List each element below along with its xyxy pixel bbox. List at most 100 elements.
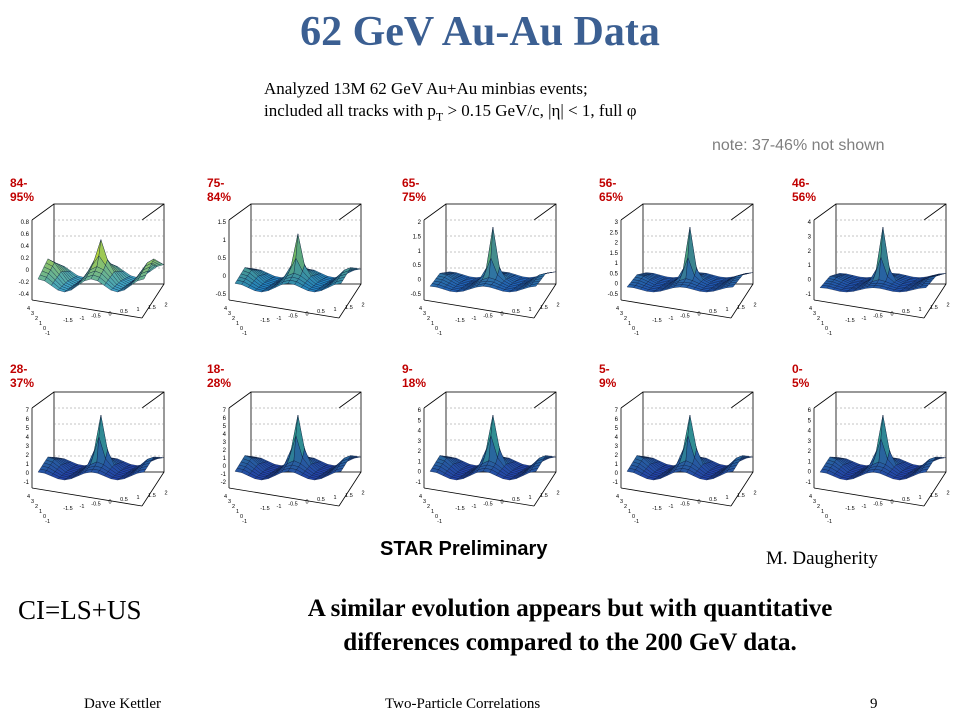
centrality-label: 65-75%: [402, 176, 427, 204]
phi-tick-label: 3: [31, 311, 34, 317]
eta-tick-label: 0: [500, 311, 503, 317]
phi-tick-label: 3: [813, 311, 816, 317]
eta-tick-label: -1.5: [260, 506, 269, 512]
eta-tick-label: -1: [472, 316, 477, 322]
eta-tick-label: 2: [164, 303, 167, 309]
eta-tick-label: -1: [80, 504, 85, 510]
phi-tick-label: 4: [27, 306, 30, 312]
eta-tick-label: 0.5: [120, 309, 128, 315]
z-tick-label: 2: [418, 449, 422, 455]
z-tick-label: 1: [26, 462, 30, 468]
surface-mesh: [429, 227, 556, 293]
phi-tick-label: -1: [634, 331, 639, 337]
eta-tick-label: -1: [80, 316, 85, 322]
z-tick-label: 0.4: [21, 244, 30, 250]
eta-tick-label: -0.5: [680, 314, 689, 320]
z-tick-label: 2: [615, 453, 619, 459]
centrality-label: 5-9%: [599, 362, 617, 390]
eta-tick-label: 0.5: [512, 497, 520, 503]
eta-tick-label: 0.5: [512, 309, 520, 315]
phi-tick-label: 3: [228, 311, 231, 317]
z-tick-label: 1: [223, 238, 227, 244]
z-tick-label: -1: [613, 480, 619, 486]
phi-tick-label: 1: [236, 321, 239, 327]
eta-tick-label: 1: [725, 307, 728, 313]
z-tick-label: 3: [418, 439, 422, 445]
note-text: note: 37-46% not shown: [712, 137, 885, 154]
z-tick-label: -0.4: [19, 292, 30, 298]
phi-tick-label: 4: [224, 494, 227, 500]
eta-tick-label: 2: [164, 491, 167, 497]
eta-tick-label: -1.5: [260, 318, 269, 324]
eta-tick-label: -1.5: [652, 506, 661, 512]
phi-tick-label: 0: [825, 514, 828, 520]
surface-mesh: [819, 227, 946, 293]
phi-tick-label: 0: [240, 326, 243, 332]
z-tick-label: 4: [808, 429, 812, 435]
z-tick-label: 3: [223, 440, 227, 446]
eta-tick-label: -0.5: [91, 502, 100, 508]
eta-tick-label: 2: [556, 303, 559, 309]
author-credit: M. Daugherity: [766, 548, 878, 569]
eta-tick-label: 0: [890, 499, 893, 505]
z-tick-label: 0: [615, 282, 619, 288]
z-tick-label: -0.5: [411, 292, 422, 298]
eta-tick-label: -0.5: [680, 502, 689, 508]
phi-tick-label: 1: [628, 321, 631, 327]
phi-tick-label: 2: [624, 504, 627, 510]
ci-definition: CI=LS+US: [18, 595, 142, 625]
phi-tick-label: 0: [632, 514, 635, 520]
eta-tick-label: 1.5: [737, 305, 745, 311]
plot-frame: [31, 391, 165, 507]
z-tick-label: 0: [808, 278, 812, 284]
eta-tick-label: -0.5: [483, 314, 492, 320]
phi-tick-label: -1: [437, 519, 442, 525]
eta-tick-label: 1.5: [540, 305, 548, 311]
z-tick-label: 1: [808, 459, 812, 465]
eta-tick-label: 1.5: [930, 305, 938, 311]
eta-tick-label: 0.5: [902, 309, 910, 315]
eta-tick-label: 0.5: [317, 309, 325, 315]
eta-tick-label: 0: [108, 499, 111, 505]
eta-tick-label: 1: [918, 307, 921, 313]
eta-tick-label: -1.5: [845, 318, 854, 324]
centrality-label: 9-18%: [402, 362, 427, 390]
z-tick-label: 2: [615, 241, 619, 247]
z-tick-label: 0: [223, 464, 227, 470]
eta-tick-label: -1: [277, 504, 282, 510]
z-tick-label: 6: [26, 417, 30, 423]
z-tick-label: 0: [418, 278, 422, 284]
phi-tick-label: 0: [43, 326, 46, 332]
eta-tick-label: 0: [890, 311, 893, 317]
z-tick-label: 6: [418, 408, 422, 414]
z-tick-label: 2: [808, 449, 812, 455]
eta-tick-label: 0.5: [120, 497, 128, 503]
z-tick-label: 0: [615, 471, 619, 477]
surface-mesh: [429, 415, 556, 481]
phi-tick-label: -1: [242, 519, 247, 525]
phi-tick-label: 4: [419, 306, 422, 312]
eta-tick-label: -1.5: [845, 506, 854, 512]
phi-tick-label: 4: [809, 306, 812, 312]
eta-tick-label: 0: [500, 499, 503, 505]
phi-tick-label: 4: [616, 494, 619, 500]
z-tick-label: 2.5: [610, 230, 619, 236]
eta-tick-label: -0.5: [873, 502, 882, 508]
eta-tick-label: 1: [528, 495, 531, 501]
surface-mesh: [626, 415, 753, 481]
z-tick-label: -0.5: [216, 292, 227, 298]
eta-tick-label: 0: [305, 311, 308, 317]
eta-tick-label: 1.5: [148, 493, 156, 499]
z-tick-label: 6: [808, 408, 812, 414]
z-tick-label: -1: [221, 472, 227, 478]
z-tick-label: 1: [418, 459, 422, 465]
phi-tick-label: 1: [821, 321, 824, 327]
centrality-label: 28-37%: [10, 362, 35, 390]
conclusion-line-2: differences compared to the 200 GeV data…: [343, 629, 797, 656]
phi-tick-label: -1: [634, 519, 639, 525]
z-tick-label: -1: [416, 480, 422, 486]
